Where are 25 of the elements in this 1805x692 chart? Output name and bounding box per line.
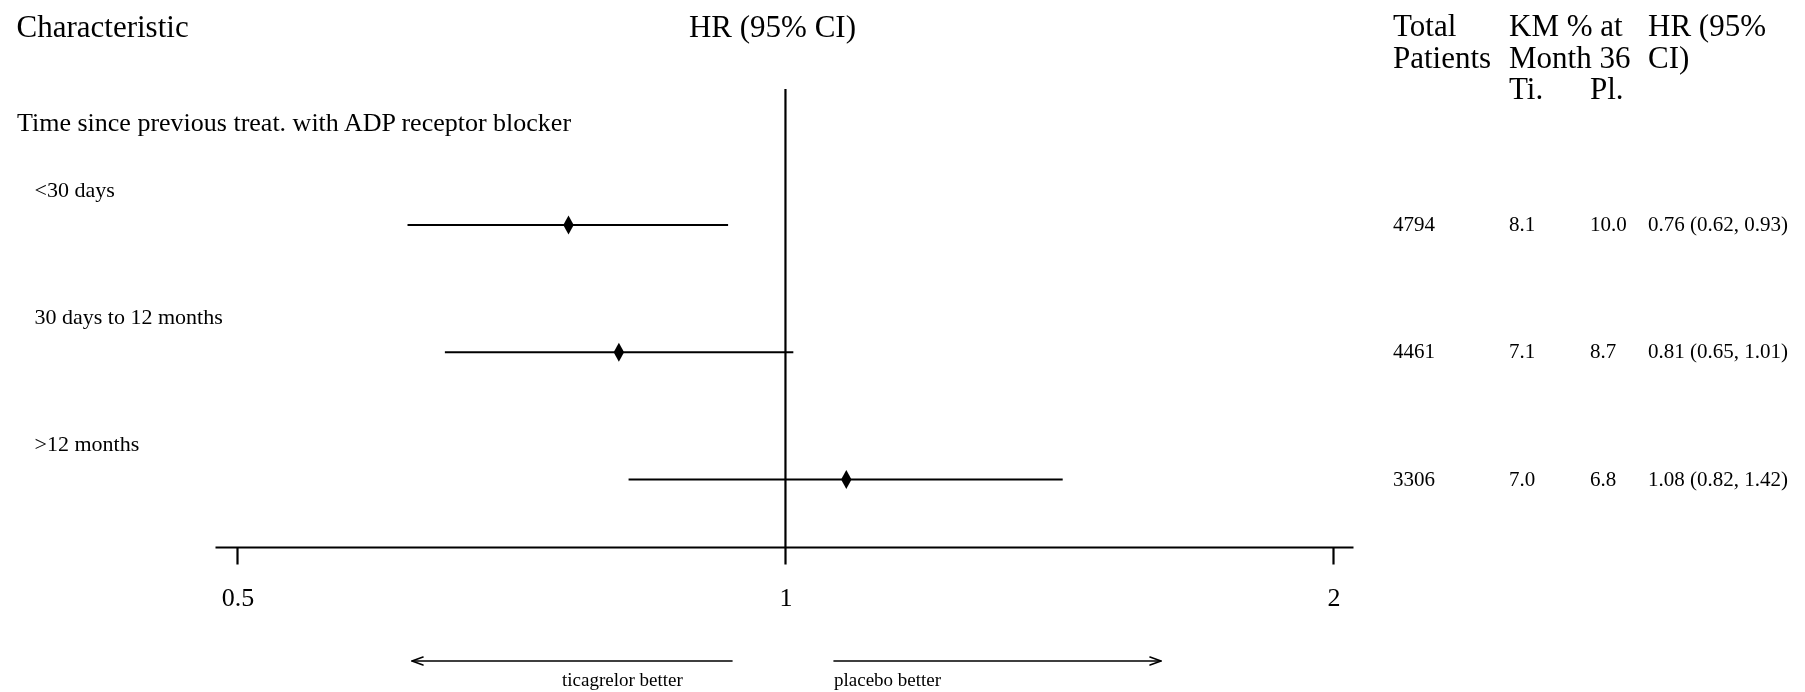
text: ticagrelor better: [562, 669, 684, 690]
text: HR (95% CI): [1648, 8, 1766, 75]
data-label: 0.76 (0.62, 0.93): [1648, 212, 1788, 236]
text: 4794: [1393, 212, 1436, 236]
text: 8.1: [1509, 212, 1536, 236]
y-axis-title: Characteristic: [16, 9, 189, 44]
text: 3306: [1393, 466, 1435, 491]
x-tick-label: 1: [779, 582, 793, 612]
annotation: Time since previous treat. with ADP receptor blocker: [17, 108, 572, 137]
data-label: 1.08 (0.82, 1.42): [1648, 466, 1788, 491]
text: 7.1: [1509, 339, 1536, 364]
text: 7.0: [1509, 466, 1536, 491]
y-tick-label: >12 months: [34, 431, 140, 456]
y-tick-label: <30 days: [34, 176, 115, 202]
x-axis-title: HR (95% CI): [688, 9, 857, 44]
x-tick-label: 2: [1327, 582, 1341, 612]
text: 10.0: [1590, 212, 1627, 236]
text: 6.8: [1590, 466, 1617, 491]
text: 4461: [1393, 339, 1435, 364]
text: Total Patients: [1393, 8, 1492, 75]
text: 8.7: [1590, 339, 1617, 364]
data-label: 0.81 (0.65, 1.01): [1648, 339, 1788, 364]
text: placebo better: [834, 669, 942, 690]
x-tick-label: 0.5: [221, 582, 255, 612]
y-tick-label: 30 days to 12 months: [34, 303, 223, 329]
